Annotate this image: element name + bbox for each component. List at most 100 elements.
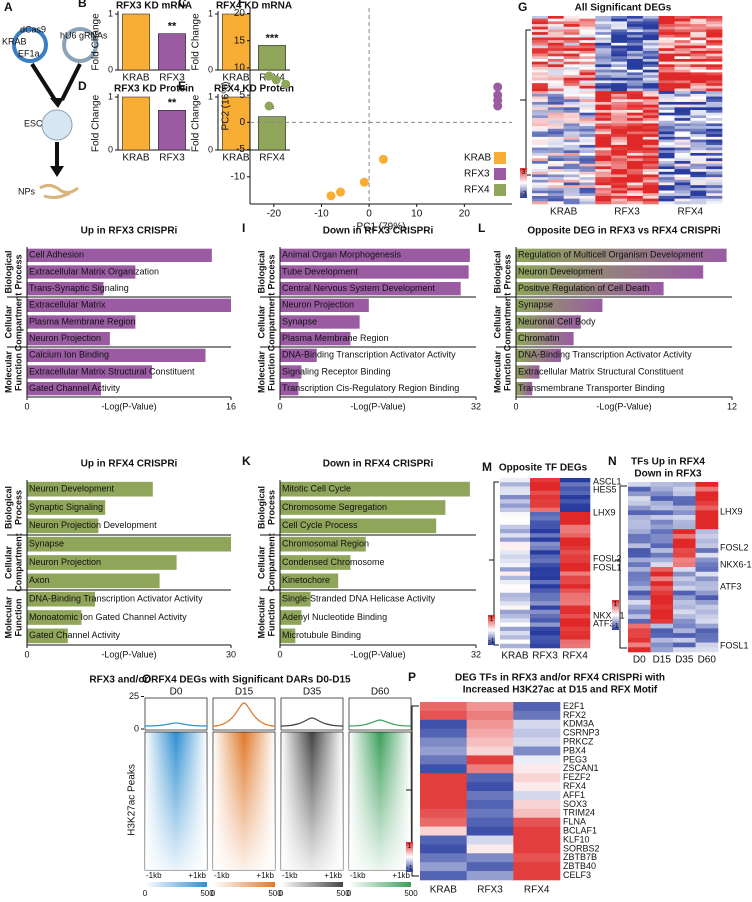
heatmap-cell	[690, 169, 707, 173]
heatmap-cell	[706, 126, 723, 130]
heatmap-cell	[642, 96, 659, 100]
heatmap-cell	[611, 48, 628, 52]
heatmap-cell	[642, 150, 659, 154]
gene-label: CELF3	[563, 870, 591, 880]
heatmap-cell	[658, 56, 675, 60]
heatmap-cell	[579, 147, 596, 151]
heatmap-cell	[532, 152, 549, 156]
heatmap-cell	[560, 533, 591, 538]
heatmap-cell	[532, 155, 549, 159]
heatmap-cell	[674, 131, 691, 135]
heatmap-cell	[579, 182, 596, 186]
heatmap-cell	[500, 643, 531, 649]
chart-title: RFX3 and/or RFX4 DEGs with Significant D…	[89, 675, 351, 686]
heatmap-cell	[674, 128, 691, 132]
heatmap-cell	[658, 166, 675, 170]
heatmap-cell	[627, 128, 644, 132]
heatmap-cell	[642, 118, 659, 122]
group-label: Molecular	[256, 350, 266, 393]
heatmap-cell	[420, 826, 467, 836]
heatmap-cell	[627, 24, 644, 28]
heatmap-cell	[532, 67, 549, 71]
heatmap-cell	[532, 96, 549, 100]
heatmap-cell	[500, 516, 531, 521]
go-bar	[27, 315, 136, 329]
heatmap-cell	[706, 155, 723, 159]
heatmap-cell	[706, 104, 723, 108]
heatmap-cell	[595, 112, 612, 116]
y-tick-label: 0	[208, 64, 213, 74]
heatmap-cell	[560, 490, 591, 496]
heatmap-cell	[642, 115, 659, 119]
heatmap-cell	[673, 524, 696, 530]
heatmap-cell	[611, 190, 628, 194]
heatmap-cell	[420, 835, 467, 845]
go-bar	[27, 555, 177, 570]
heatmap-cell	[674, 185, 691, 189]
point	[264, 101, 274, 111]
y-tick-label: 1	[108, 8, 113, 18]
heatmap-cell	[706, 174, 723, 178]
y-tick-label: 10	[234, 63, 246, 74]
heatmap-cell	[706, 26, 723, 30]
gene-label: LHX9	[593, 507, 616, 517]
heatmap-cell	[642, 187, 659, 191]
color-scale	[612, 600, 619, 630]
heatmap-cell	[695, 486, 719, 492]
heatmap-cell	[532, 56, 549, 60]
heatmap-cell	[706, 58, 723, 62]
heatmap-cell	[628, 590, 651, 596]
heatmap-cell	[466, 853, 514, 863]
heatmap-cell	[595, 171, 612, 175]
heatmap-cell	[658, 45, 675, 49]
heatmap-cell	[547, 128, 564, 132]
heatmap-cell	[650, 637, 674, 643]
heatmap-cell	[532, 29, 549, 33]
group-label: Function	[13, 353, 23, 391]
heatmap-cell	[547, 112, 564, 116]
heatmap-cell	[595, 104, 612, 108]
group-label: Compartment	[266, 533, 276, 592]
go-bar	[280, 628, 296, 644]
term-label: Synaptic Signaling	[29, 502, 103, 512]
panel-letter: G	[518, 0, 527, 14]
heatmap-cell	[642, 126, 659, 130]
heatmap-cell	[532, 16, 549, 19]
term-label: Neuron Development	[518, 266, 604, 276]
heatmap-cell	[628, 515, 651, 521]
heatmap-cell	[674, 201, 691, 205]
dendrogram	[520, 29, 531, 176]
go-bar	[280, 315, 360, 329]
heatmap-cell	[420, 871, 467, 881]
heatmap-cell	[530, 635, 561, 640]
heatmap-cell	[547, 174, 564, 178]
term-label: Cell Cycle Process	[282, 520, 358, 530]
heatmap-cell	[628, 533, 651, 539]
heatmap-cell	[595, 48, 612, 52]
heatmap-cell	[690, 139, 707, 143]
heatmap-cell	[674, 29, 691, 33]
heatmap-cell	[627, 158, 644, 162]
heatmap-cell	[611, 195, 628, 199]
heatmap-cell	[611, 171, 628, 175]
heatmap-cell	[420, 710, 467, 721]
heatmap-cell	[547, 83, 564, 87]
heatmap-cell	[560, 635, 591, 640]
x-tick-label: -10	[314, 209, 329, 220]
heatmap-cell	[642, 177, 659, 181]
heatmap-cell	[611, 139, 628, 143]
chart-title: Up in RFX4 CRISPRi	[81, 459, 178, 470]
heatmap-cell	[642, 166, 659, 170]
heatmap-cell	[674, 42, 691, 46]
heatmap-cell	[642, 91, 659, 95]
heatmap-cell	[706, 158, 723, 162]
heatmap-cell	[513, 746, 561, 756]
group-label: Cellular	[3, 545, 13, 579]
heatmap-cell	[579, 42, 596, 46]
heatmap-cell	[611, 53, 628, 57]
heatmap-cell	[674, 144, 691, 148]
heatmap-cell	[642, 195, 659, 199]
term-label: Kinetochore	[282, 575, 330, 585]
heatmap-cell	[595, 80, 612, 84]
heatmap-cell	[547, 99, 564, 103]
